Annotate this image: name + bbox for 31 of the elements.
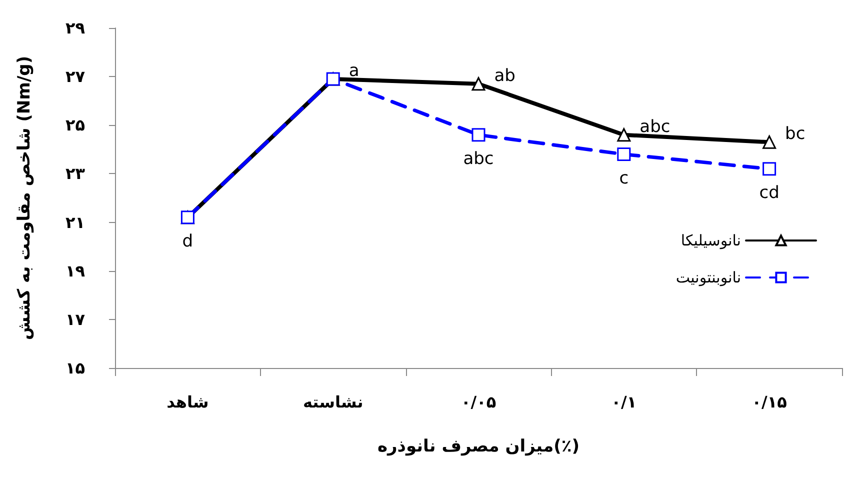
- y-tick-label: ۲۳: [65, 164, 86, 184]
- point: [762, 135, 776, 149]
- x-tick-label: نشاسته: [302, 392, 364, 412]
- legend-label: نانوسیلیکا: [680, 232, 741, 250]
- y-tick-label: ۲۹: [65, 18, 86, 38]
- y-tick-label: ۲۷: [65, 67, 86, 86]
- y-tick-label: ۱۹: [65, 261, 86, 280]
- data-label: abc: [463, 149, 494, 170]
- x-tick-label: ۰/۱۵: [752, 392, 788, 412]
- y-tick-label: ۲۵: [65, 116, 86, 135]
- point: [472, 128, 486, 142]
- y-tick-label: ۱۷: [65, 310, 86, 329]
- point: [472, 77, 486, 91]
- x-axis-title: میزان مصرف نانوذره(٪): [377, 436, 580, 456]
- x-tick-label: شاهد: [166, 392, 209, 412]
- x-tick-label: ۰/۱: [611, 392, 637, 412]
- data-label: d: [182, 232, 194, 252]
- data-label: ab: [494, 66, 516, 86]
- data-label: c: [619, 168, 629, 189]
- point: [617, 128, 631, 142]
- x-tick-label: ۰/۰۵: [460, 392, 496, 412]
- data-label: abc: [640, 116, 670, 137]
- y-tick-label: ۲۱: [65, 212, 85, 232]
- legend-label: نانوبنتونیت: [676, 268, 741, 286]
- y-axis-title: شاخص مقاومت به کشش (Nm/g): [14, 56, 34, 340]
- data-label: cd: [759, 183, 780, 204]
- data-label: bc: [785, 124, 806, 144]
- y-tick-label: ۱۵: [65, 358, 86, 378]
- data-label: a: [348, 61, 360, 81]
- point: [762, 162, 776, 176]
- point: [617, 148, 631, 162]
